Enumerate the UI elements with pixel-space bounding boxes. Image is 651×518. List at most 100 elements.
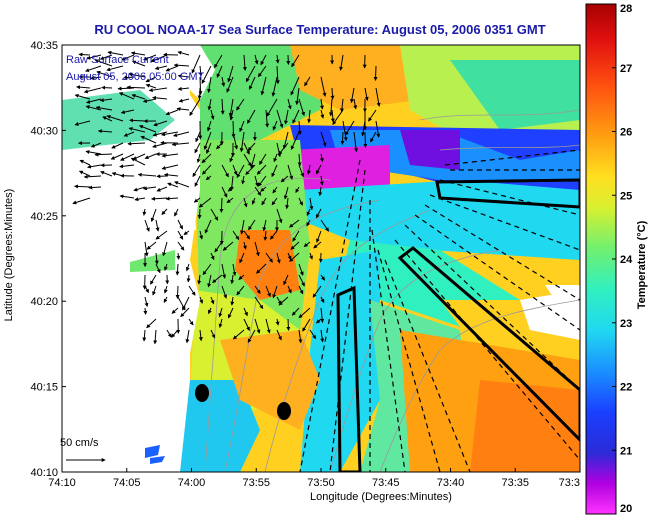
current-vector <box>271 76 278 97</box>
current-vector <box>144 241 149 257</box>
x-tick-label: 73:55 <box>242 477 270 489</box>
current-vector <box>283 186 289 200</box>
current-vector <box>297 120 302 136</box>
current-vector <box>271 197 278 206</box>
current-vector <box>175 285 180 299</box>
current-vector <box>117 86 135 91</box>
current-vector <box>153 120 168 127</box>
current-vector <box>226 76 234 93</box>
current-vector <box>106 65 124 72</box>
current-vector <box>353 98 358 110</box>
current-vector <box>83 87 102 94</box>
y-tick-label: 40:10 <box>30 467 58 479</box>
current-vector <box>177 230 184 240</box>
current-vector <box>275 318 280 326</box>
current-vector <box>207 76 212 94</box>
current-vector <box>120 153 135 161</box>
current-vector <box>320 307 325 323</box>
current-vector <box>298 164 305 178</box>
current-vector <box>206 142 212 154</box>
current-vector <box>189 98 201 117</box>
current-vector <box>142 208 147 216</box>
colorbar-ticks: 28 27 26 25 24 23 22 21 20 <box>612 3 633 515</box>
colorbar-tick-label: 26 <box>620 127 632 139</box>
sst-field <box>62 45 580 472</box>
current-vector <box>161 164 179 170</box>
current-vector <box>216 142 223 150</box>
current-vector <box>142 329 147 342</box>
current-vector <box>97 129 113 134</box>
bathymetry-contours <box>204 109 580 472</box>
current-vector <box>286 318 291 331</box>
colorbar-tick-label: 24 <box>620 254 633 266</box>
current-vector <box>100 170 113 177</box>
current-vector <box>243 153 252 167</box>
current-vector <box>242 54 247 72</box>
current-vector <box>193 197 201 203</box>
current-vector <box>175 263 180 276</box>
current-vector <box>197 87 202 100</box>
current-vector <box>126 85 146 90</box>
current-vector <box>285 197 290 210</box>
current-vector <box>192 164 201 178</box>
current-vector <box>134 197 146 202</box>
colorbar-tick-label: 25 <box>620 190 632 202</box>
y-axis-ticks: 40:35 40:30 40:25 40:20 40:15 40:10 <box>30 40 66 479</box>
current-vector <box>174 181 190 188</box>
current-vector <box>319 175 324 186</box>
current-vector <box>238 274 245 280</box>
current-vector <box>353 131 358 153</box>
current-vector <box>177 219 183 230</box>
current-vector <box>171 142 190 147</box>
colorbar-tick-label: 20 <box>620 503 632 515</box>
current-vector <box>298 263 304 276</box>
current-vector <box>302 318 311 332</box>
current-vector <box>265 318 271 334</box>
current-vector <box>221 76 226 87</box>
x-tick-label: 74:10 <box>48 477 76 489</box>
current-vector <box>276 252 281 264</box>
current-vector <box>220 98 225 115</box>
current-vector <box>203 131 212 150</box>
current-vector <box>198 197 212 208</box>
x-tick-label: 74:00 <box>178 477 206 489</box>
x-tick-label: 74:05 <box>113 477 141 489</box>
current-vector <box>254 318 261 334</box>
current-vector <box>276 329 282 341</box>
current-vector <box>78 52 91 57</box>
current-vector <box>290 76 300 96</box>
current-vector <box>230 296 235 306</box>
current-vector <box>236 98 245 111</box>
current-vector <box>221 263 227 279</box>
survey-boxes <box>336 178 580 472</box>
current-vector <box>162 241 168 257</box>
x-tick-label: 73:40 <box>437 477 465 489</box>
current-vector <box>342 120 348 142</box>
current-vector <box>83 174 102 179</box>
colorbar-label: Temperature (°C) <box>636 220 648 309</box>
current-vector <box>221 164 229 178</box>
current-vector <box>119 164 135 169</box>
current-vector <box>154 252 159 265</box>
current-vector <box>185 329 190 344</box>
current-vector <box>340 131 345 146</box>
current-vector <box>210 109 215 120</box>
y-tick-label: 40:20 <box>30 296 58 308</box>
current-vector <box>85 150 102 155</box>
current-vector <box>287 164 294 180</box>
current-vector <box>163 296 168 304</box>
current-vector <box>236 164 245 179</box>
current-vector <box>216 65 223 78</box>
current-vector <box>219 197 224 213</box>
current-vector <box>227 186 234 192</box>
current-vector <box>163 285 168 294</box>
current-vector <box>152 142 168 148</box>
current-vector <box>262 219 267 232</box>
current-vector <box>197 274 202 285</box>
current-vector <box>236 285 245 296</box>
current-vector <box>313 241 322 249</box>
current-vector <box>207 98 212 111</box>
current-vector <box>210 329 216 339</box>
colorbar-tick-label: 22 <box>620 382 632 394</box>
current-vector <box>145 76 157 83</box>
